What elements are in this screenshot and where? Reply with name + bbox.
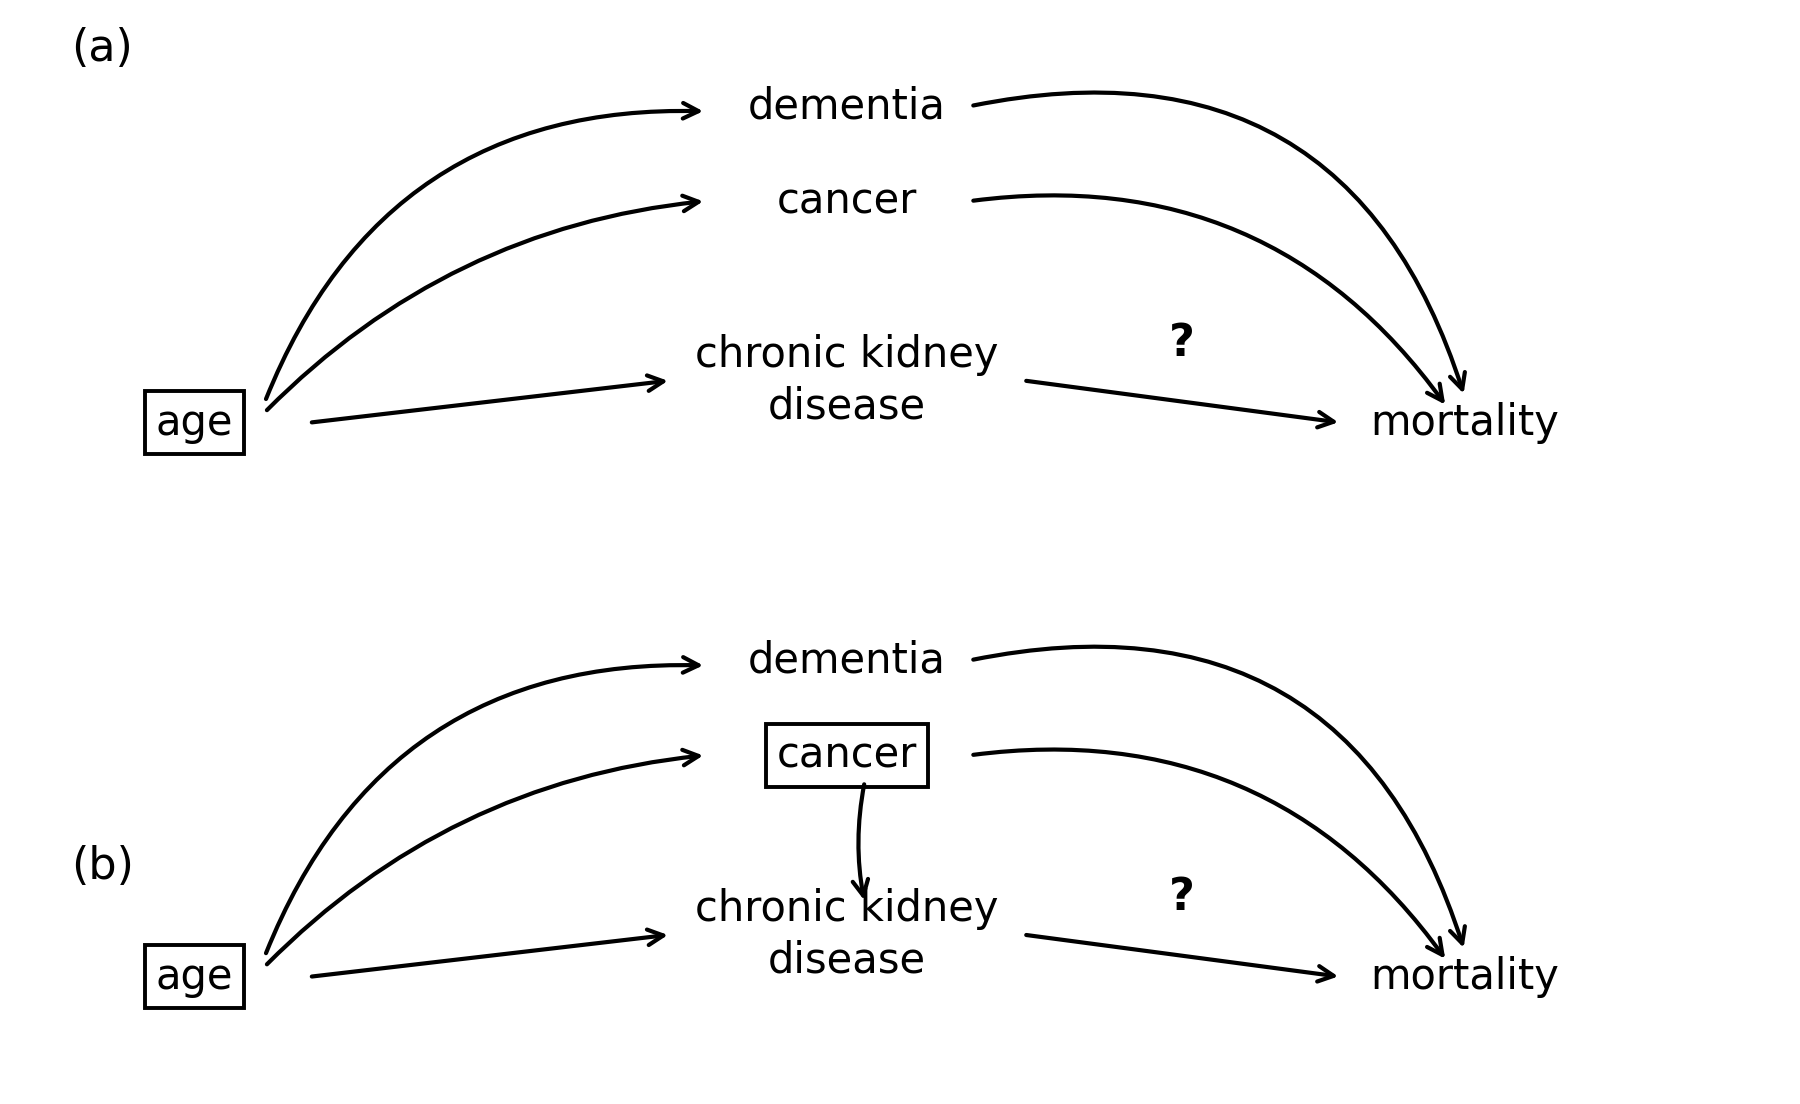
Text: ?: ? xyxy=(1170,322,1195,365)
Text: age: age xyxy=(155,956,234,998)
Text: cancer: cancer xyxy=(778,734,918,776)
Text: dementia: dementia xyxy=(749,639,947,681)
Text: (b): (b) xyxy=(70,845,133,888)
Text: (a): (a) xyxy=(70,26,133,70)
Text: ?: ? xyxy=(1170,877,1195,920)
Text: dementia: dementia xyxy=(749,85,947,127)
Text: age: age xyxy=(155,402,234,444)
Text: chronic kidney
disease: chronic kidney disease xyxy=(695,888,999,981)
Text: cancer: cancer xyxy=(778,180,918,222)
Text: mortality: mortality xyxy=(1370,956,1559,998)
Text: mortality: mortality xyxy=(1370,402,1559,444)
Text: chronic kidney
disease: chronic kidney disease xyxy=(695,333,999,427)
